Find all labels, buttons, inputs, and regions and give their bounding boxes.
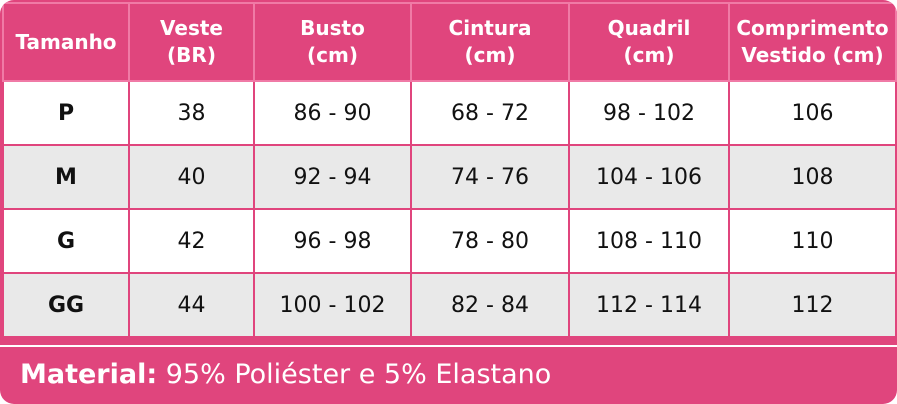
measure-cell: 86 - 90	[253, 80, 412, 146]
table-row: G 42 96 - 98 78 - 80 108 - 110 110	[2, 208, 897, 274]
measure-cell: 104 - 106	[568, 144, 730, 210]
column-header-line: Comprimento	[736, 16, 889, 40]
column-header-line: Busto	[300, 16, 365, 40]
size-cell: GG	[2, 272, 130, 338]
measure-cell: 108 - 110	[568, 208, 730, 274]
size-table: Tamanho Veste (BR) Busto (cm) Cintura (cm) Quad…	[2, 2, 897, 338]
column-header: Cintura (cm)	[410, 2, 570, 82]
column-header: Quadril (cm)	[568, 2, 730, 82]
table-row: P 38 86 - 90 68 - 72 98 - 102 106	[2, 80, 897, 146]
measure-cell: 68 - 72	[410, 80, 570, 146]
table-row: M 40 92 - 94 74 - 76 104 - 106 108	[2, 144, 897, 210]
column-header: Veste (BR)	[128, 2, 255, 82]
measure-cell: 108	[728, 144, 897, 210]
measure-cell: 98 - 102	[568, 80, 730, 146]
column-header-line: Tamanho	[15, 29, 117, 54]
measure-cell: 82 - 84	[410, 272, 570, 338]
column-header: Busto (cm)	[253, 2, 412, 82]
measure-cell: 44	[128, 272, 255, 338]
column-header-line: Cintura	[448, 16, 532, 40]
column-header-line: (cm)	[623, 43, 675, 67]
measure-cell: 100 - 102	[253, 272, 412, 338]
measure-cell: 96 - 98	[253, 208, 412, 274]
size-cell: M	[2, 144, 130, 210]
column-header-line: Quadril	[607, 16, 691, 40]
material-value: 95% Poliéster e 5% Elastano	[157, 359, 552, 390]
column-header: Comprimento Vestido (cm)	[728, 2, 897, 82]
column-header-line: Vestido (cm)	[741, 43, 884, 67]
header-row: Tamanho Veste (BR) Busto (cm) Cintura (cm) Quad…	[2, 2, 897, 82]
column-header-line: Veste	[160, 16, 223, 40]
column-header: Tamanho	[2, 2, 130, 82]
size-cell: P	[2, 80, 130, 146]
table-row: GG 44 100 - 102 82 - 84 112 - 114 112	[2, 272, 897, 338]
measure-cell: 110	[728, 208, 897, 274]
material-label: Material:	[20, 359, 158, 390]
measure-cell: 74 - 76	[410, 144, 570, 210]
measure-cell: 40	[128, 144, 255, 210]
measure-cell: 112 - 114	[568, 272, 730, 338]
column-header-line: (cm)	[464, 43, 516, 67]
measure-cell: 106	[728, 80, 897, 146]
measure-cell: 112	[728, 272, 897, 338]
measure-cell: 42	[128, 208, 255, 274]
measure-cell: 92 - 94	[253, 144, 412, 210]
column-header-line: (BR)	[167, 43, 216, 67]
measure-cell: 78 - 80	[410, 208, 570, 274]
measure-cell: 38	[128, 80, 255, 146]
divider	[0, 345, 897, 347]
material-note: Material: 95% Poliéster e 5% Elastano	[20, 355, 551, 395]
column-header-line: (cm)	[307, 43, 358, 67]
size-cell: G	[2, 208, 130, 274]
